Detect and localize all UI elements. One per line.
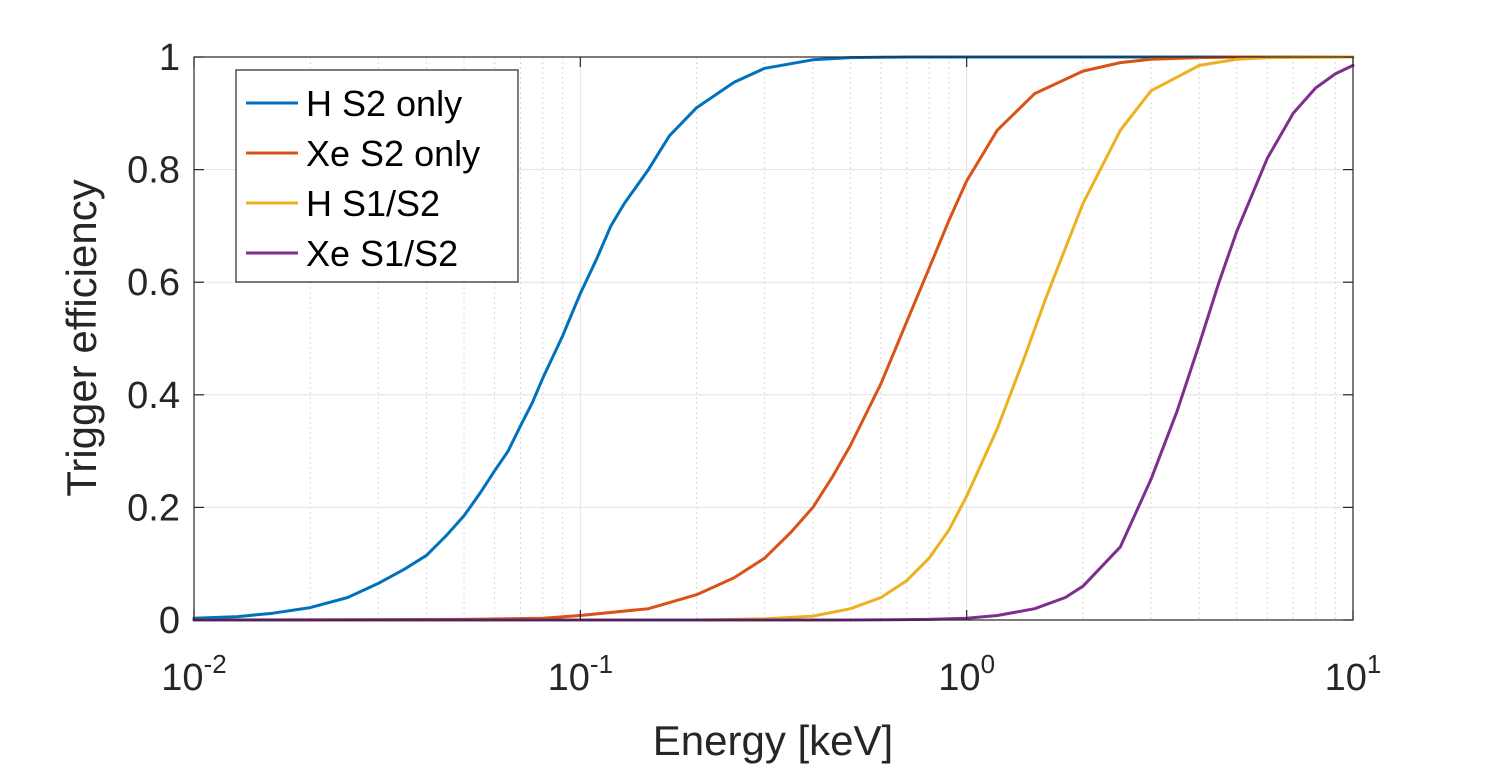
y-tick-label: 0.2	[127, 487, 180, 529]
y-tick-label: 1	[159, 37, 180, 79]
x-tick-labels: 10-2 10-1 100 101	[161, 649, 1381, 699]
series-line	[192, 55, 1355, 622]
legend-label: Xe S1/S2	[306, 233, 458, 274]
y-axis-title: Trigger efficiency	[58, 179, 105, 496]
x-tick-label: 10-2	[161, 649, 226, 699]
x-tick-label: 100	[938, 649, 995, 699]
tick-marks	[193, 56, 1354, 621]
y-tick-labels: 0 0.2 0.4 0.6 0.8 1	[127, 37, 180, 642]
legend-box	[235, 69, 519, 283]
legend-label: H S1/S2	[306, 183, 440, 224]
legend: H S2 only Xe S2 only H S1/S2 Xe S1/S2	[235, 69, 519, 283]
y-tick-label: 0.8	[127, 150, 180, 192]
plot-frame	[193, 56, 1354, 621]
y-tick-label: 0.6	[127, 262, 180, 304]
y-tick-label: 0.4	[127, 375, 180, 417]
x-tick-label: 101	[1325, 649, 1382, 699]
x-tick-label: 10-1	[548, 649, 613, 699]
series-line	[192, 55, 1355, 622]
legend-label: H S2 only	[306, 83, 462, 124]
legend-entries: H S2 only Xe S2 only H S1/S2 Xe S1/S2	[246, 83, 480, 274]
y-tick-label: 0	[159, 600, 180, 642]
legend-label: Xe S2 only	[306, 133, 480, 174]
series-line	[192, 55, 1355, 620]
x-axis-title: Energy [keV]	[653, 717, 893, 764]
